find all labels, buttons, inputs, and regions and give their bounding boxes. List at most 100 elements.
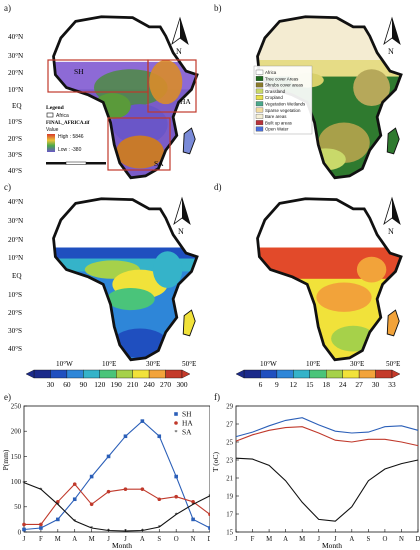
data-point-marker: *	[73, 518, 76, 525]
legend-swatch	[255, 69, 264, 75]
y-axis-label: P(mm)	[1, 449, 10, 470]
region-label-sh: SH	[74, 67, 84, 76]
lat-tick: 10°N	[8, 254, 24, 262]
lat-tick: 20°N	[8, 69, 24, 77]
data-point-marker: *	[107, 528, 110, 535]
data-point-marker	[157, 434, 162, 439]
y-tick-label: 19	[226, 493, 233, 500]
svg-text:N: N	[176, 47, 182, 56]
series-line	[235, 426, 419, 447]
panel-label-d: d)	[214, 182, 222, 192]
colorbar-swatch	[116, 369, 133, 379]
legend-swatch	[255, 126, 264, 132]
colorbar-extend-high	[391, 369, 401, 379]
x-tick-label: N	[399, 536, 404, 543]
data-point-marker	[39, 522, 43, 527]
y-tick-label: 27	[226, 421, 233, 428]
data-point-marker	[72, 482, 77, 486]
x-tick-label: S	[157, 536, 161, 543]
map-d-temp: 10°W 10°E 30°E 50°E N 6 9 12 15 18 24 27 30 33	[235, 196, 403, 389]
colorbar-swatch	[66, 369, 84, 379]
legend-swatch	[255, 101, 264, 107]
panel-label-a: a)	[4, 3, 11, 13]
lon-tick: 50°E	[182, 360, 197, 368]
x-tick-label: D	[208, 536, 210, 543]
colorbar-tick-label: 18	[323, 380, 331, 389]
lat-tick: 40°S	[8, 345, 22, 353]
data-point-marker: *	[141, 528, 144, 535]
series-line	[235, 417, 419, 438]
legend-label: Sparse vegetation	[265, 108, 301, 113]
colorbar-extend-low	[235, 369, 245, 379]
data-point-marker: *	[56, 501, 59, 508]
data-point-marker	[191, 499, 195, 504]
lat-tick: 20°S	[8, 135, 22, 143]
panel-label-f: f)	[214, 392, 220, 402]
svg-text:N: N	[178, 227, 184, 236]
series-line	[23, 420, 210, 531]
data-point-marker: *	[90, 525, 93, 532]
data-point-marker	[89, 502, 94, 507]
data-point-marker	[174, 494, 178, 499]
data-point-marker	[191, 517, 195, 522]
legend-label: Africa	[265, 70, 277, 75]
data-point-marker: *	[208, 493, 210, 500]
data-point-marker: *	[191, 501, 194, 508]
data-point-marker	[123, 487, 128, 491]
series-line	[24, 483, 210, 525]
data-point-marker	[174, 412, 178, 416]
y-tick-label: 17	[226, 511, 233, 518]
lat-tick: 30°N	[8, 52, 24, 60]
north-arrow-icon: N	[383, 196, 401, 236]
y-tick-label: 15	[226, 529, 233, 536]
legend-label: Shrubs cover areas	[265, 83, 304, 88]
colorbar-swatch	[276, 369, 294, 379]
y-tick-label: 200	[11, 429, 22, 436]
map-c-precip: 40°N 30°N 20°N 10°N EQ 10°S 20°S 30°S 40…	[8, 196, 199, 389]
colorbar-tick-label: 120	[94, 380, 105, 389]
svg-text:High : 5846: High : 5846	[58, 134, 84, 140]
colorbar-tick-label: 300	[176, 380, 187, 389]
x-tick-label: F	[251, 536, 255, 543]
region-box-sa	[107, 117, 171, 171]
colorbar-tick-label: 90	[80, 380, 88, 389]
data-point-marker	[157, 497, 162, 502]
colorbar-tick-label: 33	[388, 380, 396, 389]
x-tick-label: F	[39, 536, 43, 543]
svg-text:Value: Value	[46, 127, 59, 133]
data-point-marker	[56, 517, 60, 522]
lat-tick: 20°N	[8, 236, 24, 244]
data-point-marker	[106, 489, 111, 494]
map-a-legend: Legend Africa FINAL_AFRICA.tif Value Hig…	[46, 105, 90, 153]
y-tick-label: 25	[226, 439, 233, 446]
lat-tick: 30°S	[8, 151, 22, 159]
colorbar-swatch	[132, 369, 150, 379]
colorbar-tick-label: 6	[259, 380, 263, 389]
colorbar-swatch	[165, 369, 183, 379]
lat-tick: 10°N	[8, 86, 24, 94]
lat-tick: 30°S	[8, 327, 22, 335]
data-point-marker	[140, 487, 145, 491]
x-tick-label: O	[174, 536, 179, 543]
legend-swatch	[255, 88, 264, 94]
x-tick-label: S	[366, 536, 370, 543]
lon-tick: 10°E	[102, 360, 117, 368]
lon-tick: 10°W	[260, 360, 277, 368]
north-arrow-icon: N	[171, 16, 189, 56]
legend-label: SA	[182, 428, 192, 437]
x-tick-label: J	[23, 536, 26, 543]
colorbar-swatch	[148, 369, 166, 379]
data-point-marker	[123, 434, 128, 439]
legend-label: Built up areas	[265, 120, 293, 125]
lon-tick: 50°E	[386, 360, 401, 368]
y-tick-label: 150	[11, 454, 22, 461]
colorbar-extend-high	[181, 369, 191, 379]
x-axis-label: Month	[322, 541, 342, 550]
x-tick-label: J	[124, 536, 127, 543]
lat-tick: 40°N	[8, 33, 24, 41]
colorbar-swatch	[375, 369, 393, 379]
legend-swatch	[255, 76, 264, 81]
data-point-marker	[72, 497, 77, 502]
colorbar-tick-label: 60	[63, 380, 71, 389]
colorbar-tick-label: 24	[339, 380, 347, 389]
